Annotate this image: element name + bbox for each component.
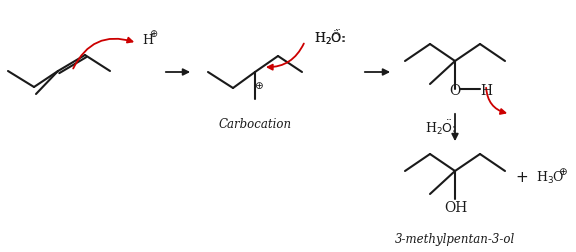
Text: +: + (516, 170, 528, 185)
Text: OH: OH (444, 200, 468, 214)
Text: O: O (449, 84, 461, 98)
Text: H$_2\ddot{\mathrm{O}}$:: H$_2\ddot{\mathrm{O}}$: (425, 118, 457, 137)
Text: ⊕: ⊕ (558, 166, 566, 176)
Text: H: H (480, 84, 492, 98)
Text: Carbocation: Carbocation (218, 118, 291, 131)
Text: H$_2\ddot{\mathrm{O}}$:: H$_2\ddot{\mathrm{O}}$: (314, 28, 346, 47)
Text: ⊕: ⊕ (149, 29, 157, 39)
Text: H$_3$O: H$_3$O (536, 169, 564, 185)
Text: 3-methylpentan-3-ol: 3-methylpentan-3-ol (395, 233, 515, 245)
Text: ⊕: ⊕ (253, 81, 263, 91)
Text: H$_2$Ö:: H$_2$Ö: (314, 29, 346, 47)
Text: H: H (142, 33, 153, 46)
